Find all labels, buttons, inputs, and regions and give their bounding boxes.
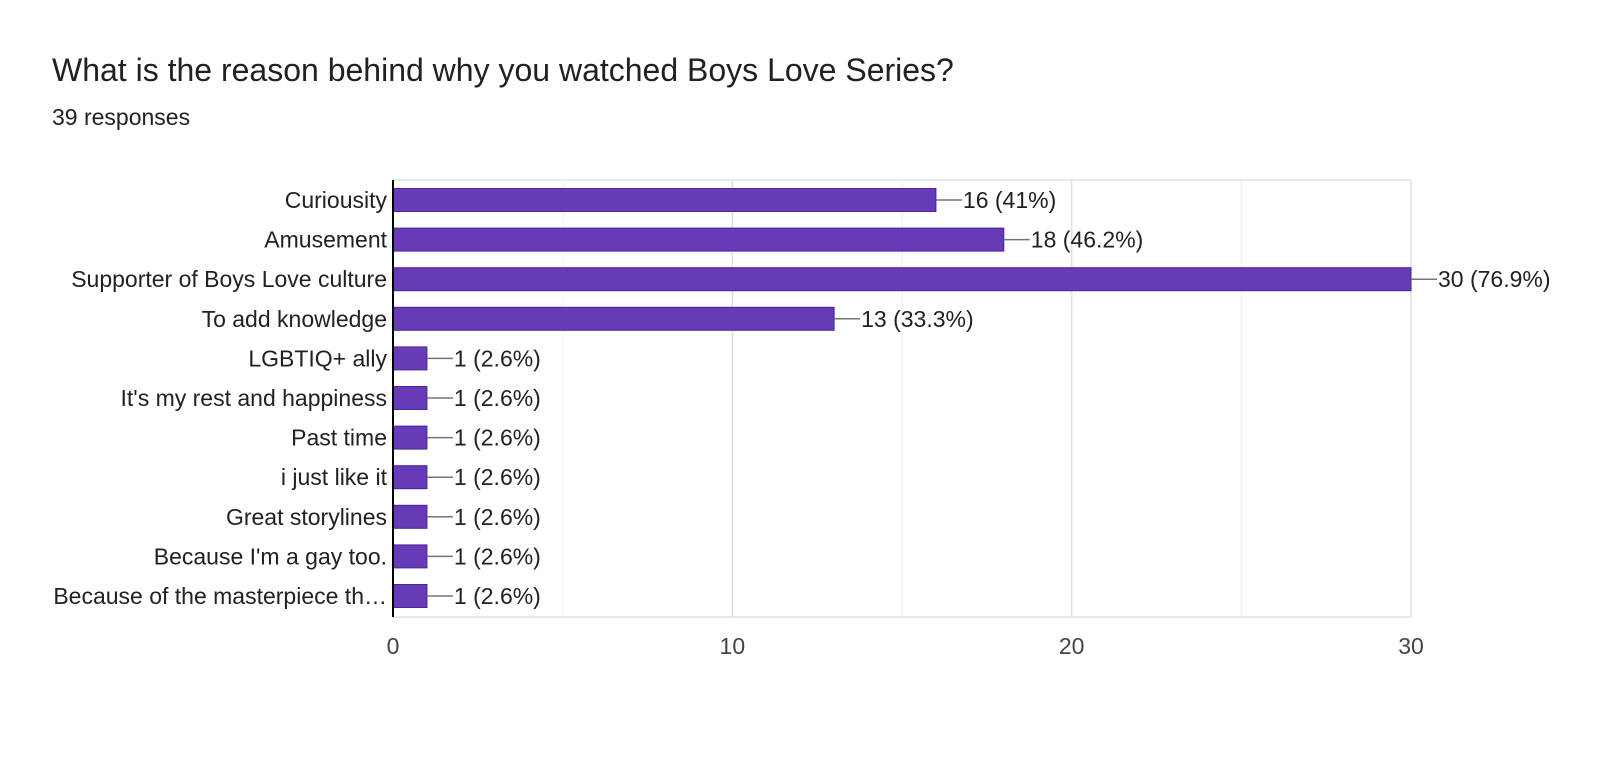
- value-label: 13 (33.3%): [861, 306, 974, 332]
- category-label: LGBTIQ+ ally: [248, 345, 387, 371]
- value-label: 1 (2.6%): [454, 425, 541, 451]
- x-tick-label: 0: [387, 633, 400, 659]
- value-label: 30 (76.9%): [1438, 266, 1551, 292]
- question-title: What is the reason behind why you watche…: [52, 52, 954, 88]
- grid-layer: [393, 179, 1412, 618]
- category-label: Great storylines: [226, 504, 387, 530]
- category-label: Curiousity: [285, 187, 388, 213]
- category-label: i just like it: [281, 464, 388, 490]
- bar: [392, 465, 428, 490]
- x-tick-label: 30: [1398, 633, 1424, 659]
- bar: [392, 188, 937, 212]
- bar: [392, 504, 428, 529]
- axis-layer: 0 10 20 30: [387, 180, 1424, 659]
- category-label: Because of the masterpiece th…: [53, 583, 387, 609]
- bar-layer: [392, 188, 1412, 608]
- value-label: 18 (46.2%): [1031, 227, 1144, 253]
- category-label: Past time: [291, 425, 387, 451]
- category-label: Because I'm a gay too.: [154, 543, 387, 569]
- bar: [392, 544, 428, 569]
- bar: [392, 346, 428, 371]
- category-label: Supporter of Boys Love culture: [71, 266, 387, 292]
- bar: [392, 227, 1005, 252]
- response-count: 39 responses: [52, 104, 191, 130]
- bar: [392, 584, 428, 608]
- value-label: 1 (2.6%): [454, 385, 541, 411]
- bar: [392, 267, 1412, 292]
- bar: [392, 306, 835, 331]
- value-label: 1 (2.6%): [454, 504, 541, 530]
- x-tick-label: 20: [1059, 633, 1085, 659]
- x-tick-label: 10: [720, 633, 746, 659]
- value-label: 1 (2.6%): [454, 464, 541, 490]
- value-label: 1 (2.6%): [454, 543, 541, 569]
- value-label: 1 (2.6%): [454, 583, 541, 609]
- category-label: To add knowledge: [202, 306, 387, 332]
- category-label: It's my rest and happiness: [121, 385, 387, 411]
- bar: [392, 386, 428, 410]
- value-label: 16 (41%): [963, 187, 1056, 213]
- value-label: 1 (2.6%): [454, 345, 541, 371]
- bar: [392, 425, 428, 450]
- category-label: Amusement: [264, 227, 387, 253]
- label-layer: Curiousity 16 (41%) Amusement 18 (46.2%) Sup…: [53, 187, 1550, 609]
